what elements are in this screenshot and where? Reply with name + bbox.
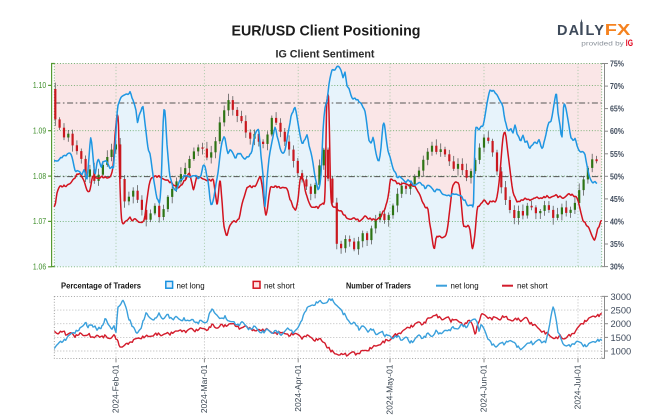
svg-text:2500: 2500 xyxy=(611,306,632,316)
svg-text:2024-Feb-01: 2024-Feb-01 xyxy=(111,364,121,413)
svg-text:2024-Mar-01: 2024-Mar-01 xyxy=(199,364,209,413)
svg-text:2000: 2000 xyxy=(611,319,632,329)
svg-text:35%: 35% xyxy=(610,240,625,249)
svg-text:1.06: 1.06 xyxy=(33,263,47,272)
svg-text:LY: LY xyxy=(586,23,606,39)
svg-text:Percentage of Traders: Percentage of Traders xyxy=(61,282,142,291)
svg-text:IG Client Sentiment: IG Client Sentiment xyxy=(276,48,375,60)
svg-text:1500: 1500 xyxy=(611,333,632,343)
svg-text:1000: 1000 xyxy=(611,346,632,356)
svg-text:3000: 3000 xyxy=(611,292,632,302)
svg-text:2024-Jun-01: 2024-Jun-01 xyxy=(479,364,489,412)
svg-text:FX: FX xyxy=(605,22,631,39)
svg-text:2024-May-01: 2024-May-01 xyxy=(385,364,395,414)
svg-text:70%: 70% xyxy=(610,82,625,91)
svg-text:55%: 55% xyxy=(610,150,625,159)
svg-text:net long: net long xyxy=(177,282,205,291)
svg-text:65%: 65% xyxy=(610,105,625,114)
svg-text:IG: IG xyxy=(626,38,633,48)
svg-text:30%: 30% xyxy=(610,263,625,272)
svg-text:1.10: 1.10 xyxy=(33,81,47,90)
svg-text:1.07: 1.07 xyxy=(33,217,47,226)
svg-text:net short: net short xyxy=(517,282,549,291)
svg-text:60%: 60% xyxy=(610,127,625,136)
svg-text:DA: DA xyxy=(557,23,580,39)
svg-text:2024-Apr-01: 2024-Apr-01 xyxy=(293,364,303,412)
svg-text:40%: 40% xyxy=(610,218,625,227)
svg-text:2024-Jul-01: 2024-Jul-01 xyxy=(573,364,583,409)
svg-text:45%: 45% xyxy=(610,195,625,204)
svg-text:EUR/USD Client Positioning: EUR/USD Client Positioning xyxy=(232,22,421,39)
svg-text:net short: net short xyxy=(264,282,296,291)
svg-text:50%: 50% xyxy=(610,172,625,181)
svg-text:Number of Traders: Number of Traders xyxy=(346,282,412,291)
svg-text:provided by: provided by xyxy=(581,40,624,47)
svg-text:net long: net long xyxy=(451,282,479,291)
svg-text:1.08: 1.08 xyxy=(33,172,47,181)
svg-text:1.09: 1.09 xyxy=(33,127,47,136)
svg-text:75%: 75% xyxy=(610,60,625,69)
